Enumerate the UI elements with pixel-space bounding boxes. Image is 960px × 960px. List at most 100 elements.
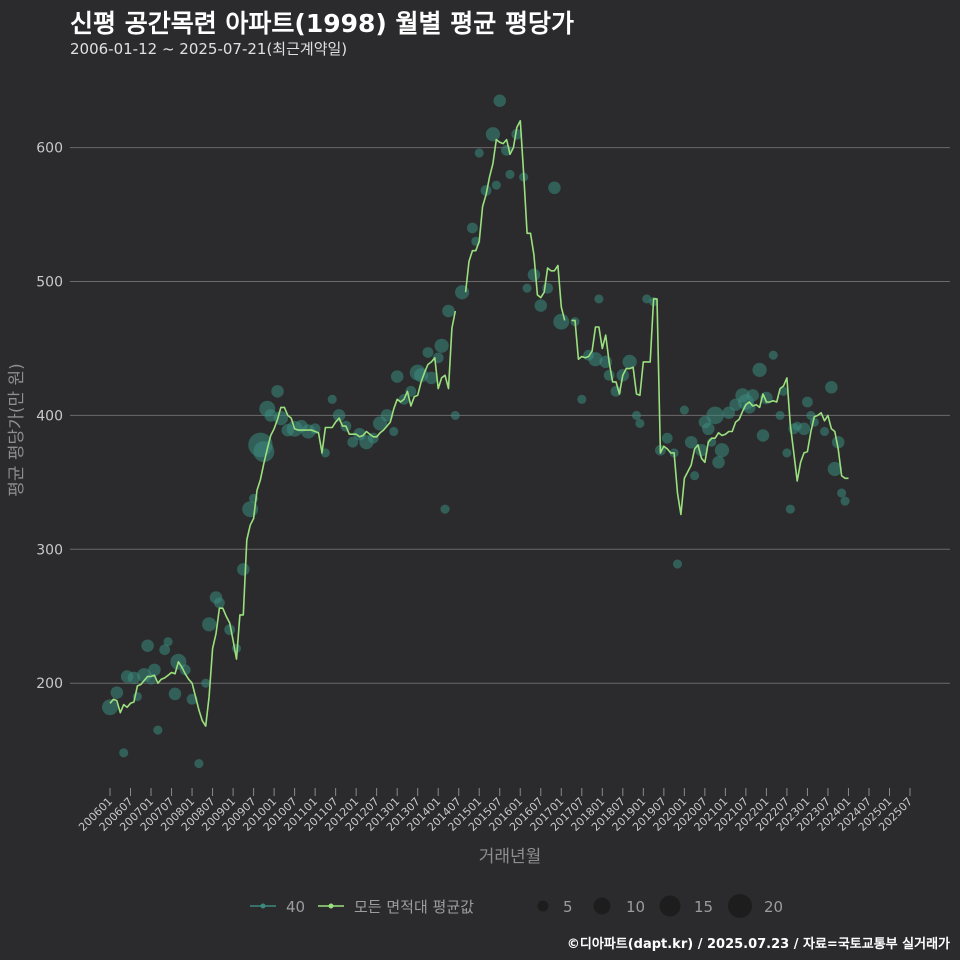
data-point-40 (493, 94, 506, 108)
data-point-40 (752, 362, 767, 377)
data-point-40 (527, 268, 541, 282)
data-point-40 (466, 222, 478, 234)
legend-key-avg-dot (328, 903, 334, 909)
legend-label-avg: 모든 면적대 평균값 (354, 898, 474, 916)
y-tick-labels: 200 300 400 500 600 (36, 141, 63, 693)
data-point-40 (110, 686, 124, 699)
data-point-40 (327, 394, 337, 404)
data-point-40 (194, 758, 204, 769)
legend: 40 모든 면적대 평균값 5 10 15 20 (250, 894, 783, 918)
data-point-40 (491, 180, 501, 190)
legend-size-label: 5 (563, 898, 573, 916)
data-point-40 (390, 370, 404, 383)
y-axis-label: 평균 평당가(만 원) (7, 363, 27, 497)
legend-label-40: 40 (286, 898, 305, 916)
data-point-40 (332, 409, 346, 422)
data-point-40 (802, 396, 813, 408)
data-point-40 (775, 410, 785, 420)
legend-size-label: 10 (626, 898, 645, 916)
data-point-40 (622, 354, 637, 369)
data-point-40 (577, 394, 587, 404)
data-point-40 (480, 185, 492, 196)
data-point-40 (837, 488, 847, 498)
data-point-40 (588, 352, 603, 367)
data-point-40 (831, 435, 845, 449)
data-point-40 (679, 405, 689, 415)
data-point-40 (163, 637, 173, 647)
data-point-40 (309, 423, 321, 435)
data-point-40 (380, 409, 394, 422)
y-tick-label: 500 (36, 275, 63, 291)
data-point-40 (148, 663, 161, 677)
data-point-40 (450, 410, 460, 420)
data-point-40 (603, 369, 615, 381)
data-point-40 (706, 406, 724, 425)
data-point-40 (768, 350, 778, 360)
data-point-40 (594, 294, 604, 304)
legend-size-key (537, 900, 549, 912)
x-tick-labels: 2006012006072007012007072008012008072009… (76, 788, 915, 834)
legend-size-key (593, 897, 611, 915)
data-point-40 (455, 285, 470, 300)
data-point-40 (127, 671, 141, 685)
data-point-40 (485, 127, 501, 142)
data-point-40 (224, 624, 236, 636)
data-point-40 (840, 496, 850, 506)
data-point-40 (442, 304, 455, 318)
data-point-40 (642, 294, 652, 304)
data-point-40 (684, 435, 698, 449)
data-point-40 (635, 418, 645, 428)
data-point-40 (168, 687, 182, 701)
data-point-40 (672, 559, 683, 569)
data-point-40 (102, 699, 118, 716)
data-point-40 (264, 409, 277, 422)
data-point-40 (202, 617, 217, 632)
legend-key-40-dot (260, 903, 266, 909)
data-point-40 (201, 678, 211, 688)
legend-size-label: 15 (694, 898, 713, 916)
chart-title: 신평 공간목련 아파트(1998) 월별 평균 평당가 (70, 9, 574, 38)
avg-line-segment (464, 120, 566, 321)
data-point-40 (474, 148, 484, 158)
data-point-40 (505, 169, 515, 179)
data-point-40 (782, 448, 792, 458)
data-point-40 (756, 429, 770, 442)
data-point-40 (712, 456, 725, 469)
data-point-40 (119, 748, 129, 758)
x-axis-label: 거래년월 (479, 847, 542, 867)
y-tick-label: 600 (36, 141, 63, 157)
data-point-40 (534, 299, 548, 312)
data-point-40 (827, 461, 842, 477)
data-point-40 (141, 639, 154, 652)
data-point-40 (819, 426, 830, 437)
data-point-40 (434, 338, 449, 353)
source-caption: ©디아파트(dapt.kr) / 2025.07.23 / 자료=국토교통부 실… (566, 937, 950, 952)
avg-line-series (109, 120, 849, 727)
data-point-40 (797, 422, 811, 436)
data-point-40 (159, 644, 171, 656)
data-point-40 (714, 443, 730, 458)
data-point-40 (522, 283, 532, 293)
bubble-series-40 (102, 94, 850, 769)
y-tick-label: 200 (36, 676, 63, 692)
data-point-40 (389, 426, 399, 437)
y-tick-label: 300 (36, 542, 63, 558)
legend-size-key (728, 894, 752, 918)
data-point-40 (702, 422, 715, 436)
data-point-40 (806, 410, 816, 420)
data-point-40 (271, 385, 284, 398)
data-point-40 (690, 471, 700, 481)
data-point-40 (347, 436, 359, 448)
data-point-40 (237, 563, 250, 576)
chart-subtitle: 2006-01-12 ~ 2025-07-21(최근계약일) (70, 40, 348, 58)
data-point-40 (440, 504, 450, 514)
data-point-40 (825, 381, 838, 394)
data-point-40 (553, 313, 570, 330)
legend-size-label: 20 (764, 898, 783, 916)
data-point-40 (631, 410, 642, 420)
legend-size-key (659, 895, 681, 917)
data-point-40 (548, 181, 561, 195)
avg-line-segment (571, 298, 849, 516)
data-point-40 (153, 725, 163, 735)
